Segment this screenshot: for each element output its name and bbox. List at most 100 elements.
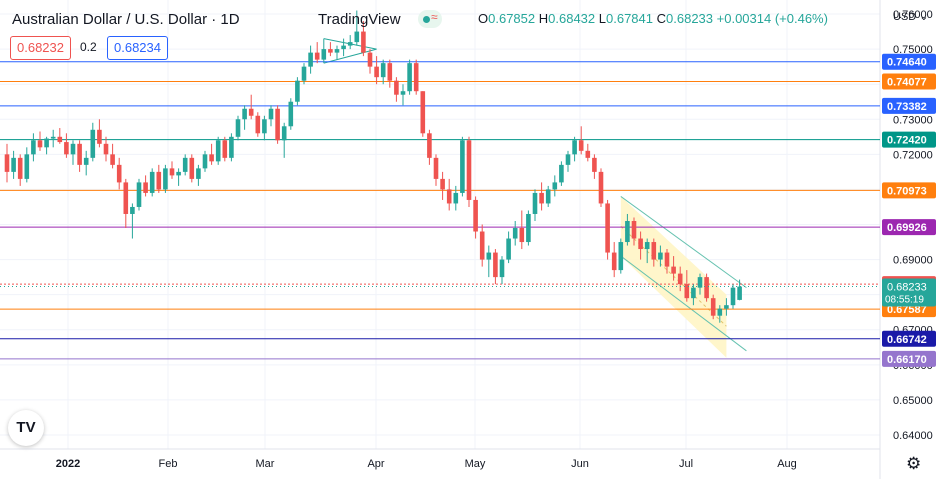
candle-body [578, 140, 584, 151]
change-value: +0.00314 (+0.46%) [716, 11, 828, 26]
symbol-title[interactable]: Australian Dollar / U.S. Dollar · 1D [12, 11, 240, 28]
ohlc-readout: O0.67852 H0.68432 L0.67841 C0.68233 +0.0… [478, 11, 828, 26]
close-value: 0.68233 [666, 11, 714, 26]
level-price-tag [882, 182, 936, 199]
candle-body [295, 80, 300, 102]
candle-body [50, 136, 56, 139]
candle-body [354, 31, 360, 43]
high-label: H [538, 11, 549, 26]
candle-body [625, 220, 630, 243]
candle-body [420, 91, 426, 134]
level-price-label: 0.70973 [887, 185, 927, 197]
candle-body [229, 136, 234, 158]
candle-body [301, 66, 307, 81]
candle-body [512, 228, 518, 239]
candle-body [209, 154, 214, 162]
candle-body [163, 168, 168, 190]
candle-body [262, 119, 267, 134]
candle-body [704, 277, 709, 299]
level-price-label: 0.74077 [887, 76, 927, 88]
candle-body [519, 228, 525, 243]
low-label: L [598, 11, 606, 26]
candle-body [737, 286, 742, 300]
chevron-down-icon: ⌄ [919, 11, 929, 23]
candle-body [394, 80, 399, 95]
candle-body [691, 287, 696, 299]
tradingview-logo-icon[interactable]: TV [8, 410, 44, 446]
candle-body [460, 140, 465, 193]
market-status-icon[interactable]: ≈ [418, 10, 442, 28]
x-tick-label: Mar [256, 458, 275, 470]
candle-body [275, 108, 280, 141]
channel-upper-line [620, 196, 747, 289]
candle-body [724, 305, 729, 309]
candle-body [37, 140, 43, 148]
candle-body [268, 108, 274, 120]
candle-body [545, 189, 551, 204]
candle-body [288, 101, 294, 127]
candle-body [248, 108, 254, 116]
candle-body [664, 252, 670, 267]
candle-body [671, 266, 676, 274]
open-value: 0.67852 [488, 11, 536, 26]
candle-body [281, 126, 287, 141]
candle-body [17, 157, 23, 179]
candle-body [440, 178, 445, 190]
candle-body [97, 129, 102, 144]
candle-body [611, 252, 617, 271]
candle-body [11, 157, 16, 172]
candle-body [222, 140, 228, 158]
y-tick-label: 0.72000 [893, 149, 933, 161]
level-price-label: 0.74640 [887, 57, 927, 69]
candle-body [123, 182, 129, 214]
level-price-tag [882, 330, 936, 347]
candle-body [466, 140, 472, 200]
candle-body [658, 252, 663, 260]
candle-body [539, 192, 544, 204]
x-tick-label: 2022 [56, 458, 80, 470]
candle-body [400, 91, 406, 95]
y-tick-label: 0.69000 [893, 255, 933, 267]
candle-body [677, 273, 683, 285]
y-tick-label: 0.76000 [893, 9, 933, 21]
candle-body [605, 203, 610, 253]
x-tick-label: Jul [679, 458, 693, 470]
x-tick-label: May [465, 458, 486, 470]
candle-body [407, 63, 412, 92]
level-price-label: 0.69926 [887, 222, 927, 234]
candle-body [433, 157, 439, 179]
candle-body [143, 182, 148, 193]
currency-label: USD [893, 11, 917, 23]
gear-icon[interactable]: ⚙ [906, 454, 922, 473]
candle-body [328, 49, 333, 53]
candle-body [479, 231, 485, 260]
candle-body [572, 140, 577, 155]
x-tick-label: Aug [777, 458, 797, 470]
candle-body [116, 164, 122, 183]
candle-body [64, 142, 69, 155]
candle-body [341, 45, 346, 50]
candle-body [44, 138, 49, 148]
sell-price-button[interactable]: 0.68232 [10, 36, 71, 60]
candle-body [57, 136, 63, 143]
buy-price-button[interactable]: 0.68234 [107, 36, 168, 60]
candle-body [314, 52, 320, 60]
candle-body [176, 171, 181, 176]
candle-body [77, 143, 82, 165]
y-tick-label: 0.73000 [893, 114, 933, 126]
level-price-label: 0.67587 [887, 304, 927, 316]
y-tick-label: 0.64000 [893, 430, 933, 442]
candle-body [618, 242, 624, 271]
last-price-tag [882, 278, 936, 307]
currency-menu[interactable]: USD ⌄ [893, 10, 929, 23]
candle-body [413, 63, 419, 92]
candle-body [196, 168, 201, 179]
candle-body [532, 192, 538, 214]
candle-body [334, 49, 340, 53]
candle-body [697, 277, 703, 288]
level-price-label: 0.66742 [887, 334, 927, 346]
candle-body [149, 171, 155, 193]
candle-body [427, 133, 432, 158]
candle-body [347, 42, 353, 46]
